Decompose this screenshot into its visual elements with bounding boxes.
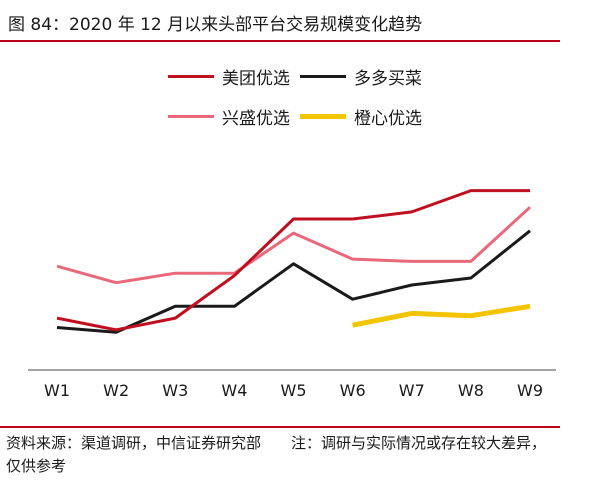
figure-title: 图 84：2020 年 12 月以来头部平台交易规模变化趋势: [8, 15, 423, 35]
legend-label-xingsheng: 兴盛优选: [222, 109, 290, 129]
legend-swatch-xingsheng: [168, 115, 214, 118]
x-tick-label: W3: [162, 381, 188, 400]
legend-label-chengxin: 橙心优选: [354, 109, 422, 129]
legend-label-duoduo: 多多买菜: [354, 69, 422, 89]
legend-swatch-chengxin: [300, 114, 346, 119]
x-tick-label: W6: [340, 381, 366, 400]
x-tick-label: W4: [221, 381, 247, 400]
series-layer: [56, 189, 532, 334]
series-line-duoduo: [56, 229, 531, 334]
x-tick-label: W5: [281, 381, 307, 400]
series-line-xingsheng: [56, 206, 532, 285]
legend-item-duoduo: 多多买菜: [300, 64, 422, 89]
line-chart: W1 W2 W3 W4 W5 W6 W7 W8 W9: [28, 189, 556, 400]
legend-item-meituan: 美团优选: [168, 64, 290, 89]
x-tick-labels: W1 W2 W3 W4 W5 W6 W7 W8 W9: [44, 381, 543, 400]
x-tick-label: W8: [458, 381, 484, 400]
x-tick-label: W1: [44, 381, 70, 400]
legend-item-xingsheng: 兴盛优选: [168, 104, 290, 129]
legend-swatch-duoduo: [300, 75, 346, 78]
source-rule: [0, 426, 560, 428]
x-tick-label: W7: [399, 381, 425, 400]
source-note: 资料来源：渠道调研，中信证券研究部 注：调研与实际情况或存在较大差异，仅供参考: [6, 434, 547, 475]
legend-item-chengxin: 橙心优选: [300, 104, 422, 129]
x-tick-label: W2: [103, 381, 129, 400]
series-line-chengxin: [352, 303, 531, 328]
series-line-meituan: [56, 189, 530, 332]
legend-swatch-meituan: [168, 75, 214, 78]
legend-label-meituan: 美团优选: [222, 69, 290, 89]
title-rule: [0, 40, 560, 42]
x-tick-label: W9: [517, 381, 543, 400]
